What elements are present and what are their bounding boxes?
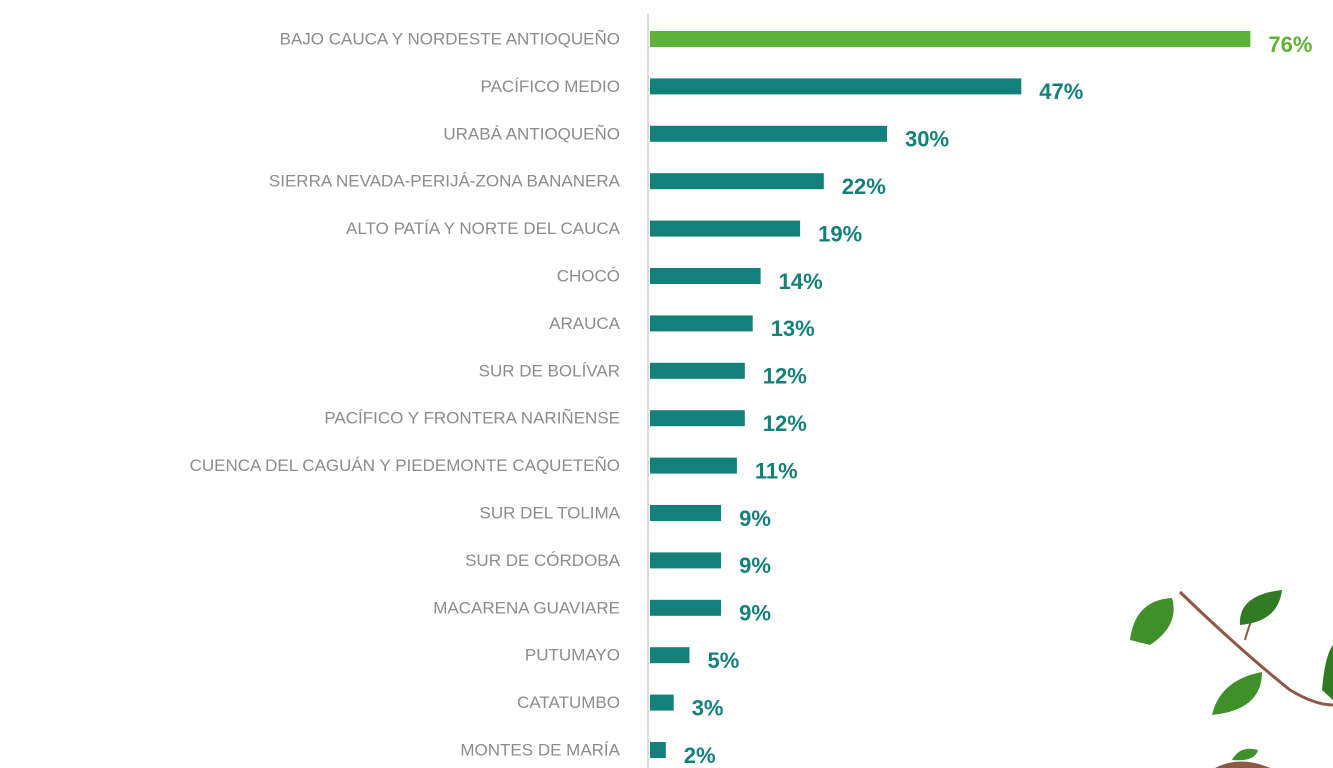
value-label: 13% — [771, 316, 815, 341]
bar — [650, 220, 801, 237]
value-label: 5% — [708, 648, 740, 673]
decoration — [1130, 590, 1333, 768]
category-label: MACARENA GUAVIARE — [433, 598, 620, 617]
category-label: SUR DE BOLÍVAR — [479, 361, 620, 380]
bar — [650, 505, 722, 521]
bar — [650, 125, 887, 142]
bar — [650, 362, 745, 379]
category-label: CHOCÓ — [557, 266, 620, 285]
category-label: ARAUCA — [549, 314, 621, 333]
value-label: 9% — [739, 601, 771, 626]
category-label: SIERRA NEVADA-PERIJÁ-ZONA BANANERA — [269, 172, 621, 191]
bar — [650, 173, 824, 190]
value-label: 11% — [755, 458, 798, 483]
value-label: 19% — [818, 221, 862, 246]
value-label: 22% — [842, 174, 886, 199]
bar — [650, 31, 1251, 47]
value-label: 9% — [739, 506, 771, 531]
bar — [650, 552, 722, 569]
category-label: URABÁ ANTIOQUEÑO — [443, 124, 620, 143]
value-label: 12% — [763, 411, 807, 436]
category-label: PACÍFICO Y FRONTERA NARIÑENSE — [324, 409, 620, 428]
value-label: 76% — [1268, 32, 1312, 57]
bar — [650, 78, 1022, 95]
category-label: ALTO PATÍA Y NORTE DEL CAUCA — [346, 219, 621, 238]
bar — [650, 742, 666, 758]
bar — [650, 694, 674, 711]
bar — [650, 647, 690, 664]
value-label: 2% — [684, 743, 716, 768]
category-label: SUR DEL TOLIMA — [480, 503, 621, 522]
category-label: CUENCA DEL CAGUÁN Y PIEDEMONTE CAQUETEÑO — [190, 456, 620, 475]
bar — [650, 599, 722, 616]
value-label: 12% — [763, 364, 807, 389]
category-label: SUR DE CÓRDOBA — [465, 551, 621, 570]
value-label: 3% — [692, 695, 724, 720]
category-label: BAJO CAUCA Y NORDESTE ANTIOQUEÑO — [280, 29, 620, 48]
category-label: PACÍFICO MEDIO — [481, 77, 620, 96]
value-label: 30% — [905, 127, 949, 152]
category-label: CATATUMBO — [517, 693, 620, 712]
bar — [650, 457, 737, 474]
bar — [650, 410, 745, 427]
category-label: PUTUMAYO — [525, 646, 620, 665]
value-label: 47% — [1039, 79, 1083, 104]
value-label: 14% — [779, 269, 823, 294]
value-label: 9% — [739, 553, 771, 578]
category-label: MONTES DE MARÍA — [460, 740, 620, 759]
bar — [650, 268, 761, 284]
bar — [650, 315, 753, 332]
